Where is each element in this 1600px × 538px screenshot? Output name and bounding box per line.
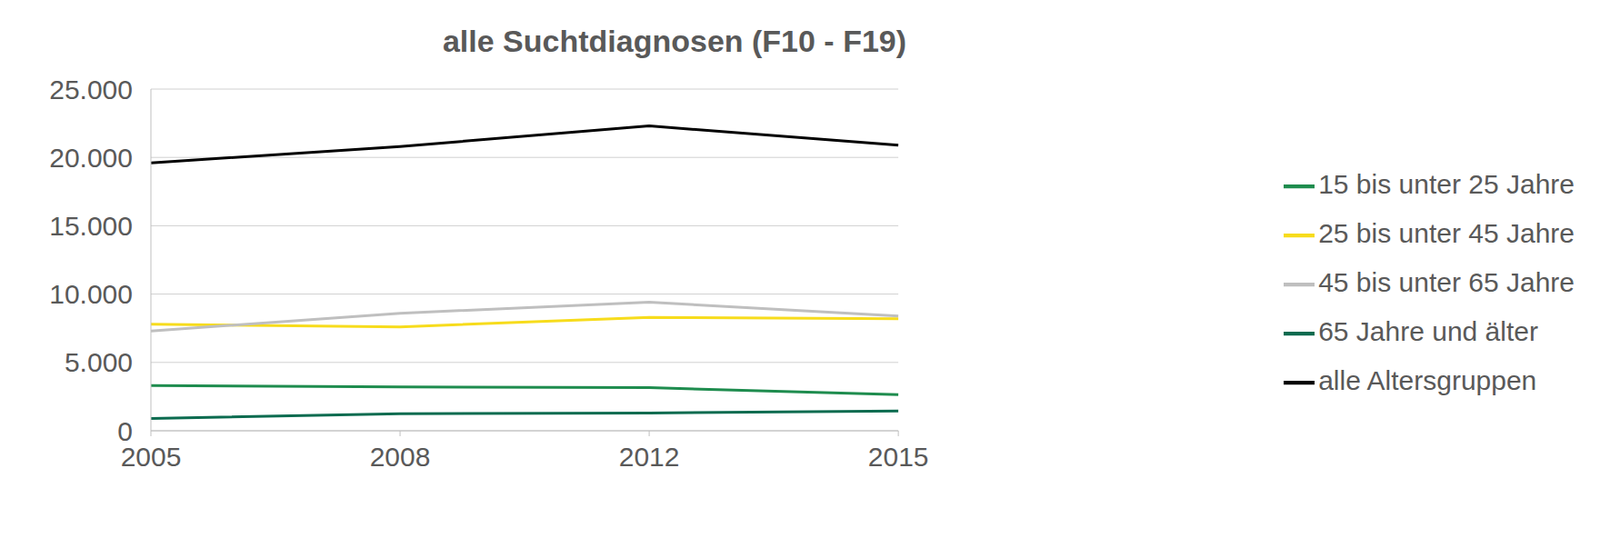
html-text:45 bis unter 65 Jahre: 45 bis unter 65 Jahre <box>1318 267 1575 298</box>
html-text:25 bis unter 45 Jahre: 25 bis unter 45 Jahre <box>1318 218 1575 249</box>
html-text:alle Altersgruppen: alle Altersgruppen <box>1318 365 1537 396</box>
svg-text:2015: 2015 <box>868 441 930 472</box>
svg-text:0: 0 <box>117 416 133 447</box>
svg-text:2005: 2005 <box>120 441 182 472</box>
svg-text:2008: 2008 <box>370 441 431 472</box>
html-text:65 Jahre und älter: 65 Jahre und älter <box>1318 316 1539 347</box>
html-text:15 bis unter 25 Jahre: 15 bis unter 25 Jahre <box>1318 169 1575 200</box>
svg-text:5.000: 5.000 <box>64 347 133 378</box>
html-text:alle Suchtdiagnosen (F10 - F19: alle Suchtdiagnosen (F10 - F19) <box>442 23 907 59</box>
svg-text:10.000: 10.000 <box>49 279 133 310</box>
svg-text:2012: 2012 <box>619 441 680 472</box>
svg-text:20.000: 20.000 <box>49 142 133 173</box>
svg-text:15.000: 15.000 <box>49 210 133 241</box>
svg-text:25.000: 25.000 <box>49 74 133 105</box>
